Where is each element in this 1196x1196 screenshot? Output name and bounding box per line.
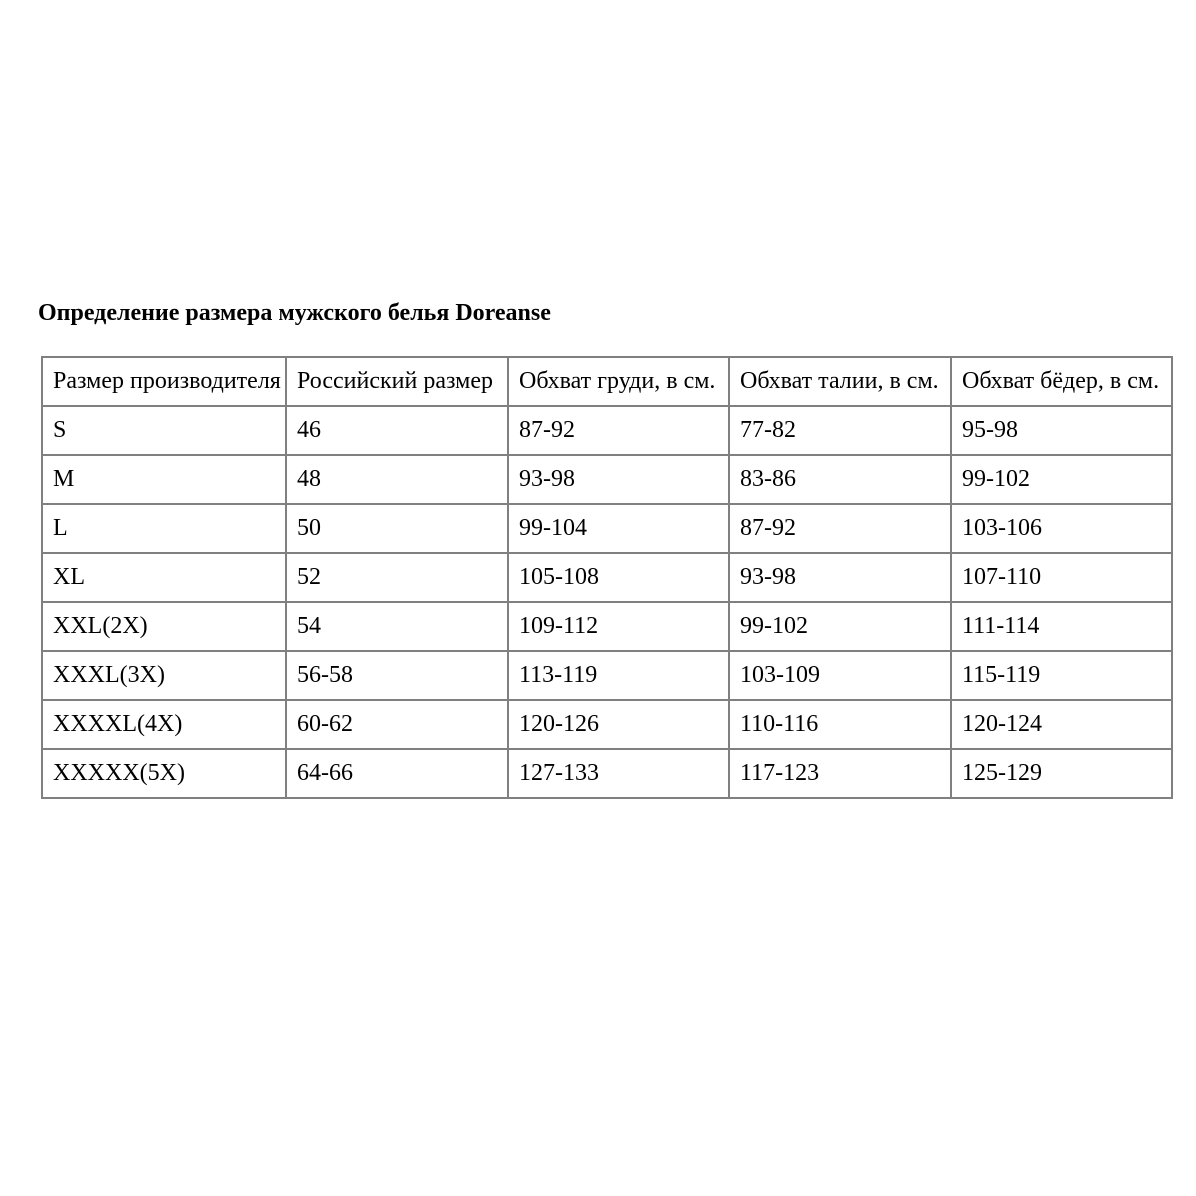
- table-row: M 48 93-98 83-86 99-102: [41, 454, 1173, 505]
- table-cell: 50: [285, 503, 509, 554]
- table-cell: 77-82: [728, 405, 952, 456]
- table-cell: 127-133: [507, 748, 730, 799]
- table-cell: 54: [285, 601, 509, 652]
- table-cell: S: [41, 405, 287, 456]
- size-table-body: S 46 87-92 77-82 95-98 M 48 93-98 83-86 99-102 L 50…: [41, 405, 1173, 799]
- table-cell: 83-86: [728, 454, 952, 505]
- column-header-russian-size: Российский размер: [285, 356, 509, 407]
- table-cell: 52: [285, 552, 509, 603]
- table-cell: XXXXX(5X): [41, 748, 287, 799]
- table-cell: 48: [285, 454, 509, 505]
- table-cell: 56-58: [285, 650, 509, 701]
- table-cell: L: [41, 503, 287, 554]
- table-cell: M: [41, 454, 287, 505]
- table-row: XXXL(3X) 56-58 113-119 103-109 115-119: [41, 650, 1173, 701]
- table-cell: 117-123: [728, 748, 952, 799]
- table-cell: 120-126: [507, 699, 730, 750]
- column-header-manufacturer-size: Размер производителя: [41, 356, 287, 407]
- table-cell: 99-104: [507, 503, 730, 554]
- column-header-chest: Обхват груди, в см.: [507, 356, 730, 407]
- column-header-hips: Обхват бёдер, в см.: [950, 356, 1173, 407]
- table-cell: XL: [41, 552, 287, 603]
- table-cell: XXXXL(4X): [41, 699, 287, 750]
- table-cell: 99-102: [728, 601, 952, 652]
- table-cell: 95-98: [950, 405, 1173, 456]
- page-title: Определение размера мужского белья Dorea…: [38, 300, 551, 326]
- table-cell: 113-119: [507, 650, 730, 701]
- table-cell: 125-129: [950, 748, 1173, 799]
- table-cell: 87-92: [507, 405, 730, 456]
- table-cell: 99-102: [950, 454, 1173, 505]
- column-header-waist: Обхват талии, в см.: [728, 356, 952, 407]
- size-table: Размер производителя Российский размер О…: [41, 356, 1173, 799]
- table-cell: XXXL(3X): [41, 650, 287, 701]
- table-cell: 93-98: [507, 454, 730, 505]
- table-row: XXXXL(4X) 60-62 120-126 110-116 120-124: [41, 699, 1173, 750]
- table-cell: 115-119: [950, 650, 1173, 701]
- table-row: L 50 99-104 87-92 103-106: [41, 503, 1173, 554]
- table-cell: XXL(2X): [41, 601, 287, 652]
- table-cell: 110-116: [728, 699, 952, 750]
- table-row: XXXXX(5X) 64-66 127-133 117-123 125-129: [41, 748, 1173, 799]
- table-cell: 105-108: [507, 552, 730, 603]
- table-cell: 107-110: [950, 552, 1173, 603]
- table-row: XXL(2X) 54 109-112 99-102 111-114: [41, 601, 1173, 652]
- table-cell: 103-109: [728, 650, 952, 701]
- table-row: S 46 87-92 77-82 95-98: [41, 405, 1173, 456]
- size-table-head: Размер производителя Российский размер О…: [41, 356, 1173, 407]
- table-cell: 87-92: [728, 503, 952, 554]
- table-cell: 46: [285, 405, 509, 456]
- table-cell: 64-66: [285, 748, 509, 799]
- table-row: XL 52 105-108 93-98 107-110: [41, 552, 1173, 603]
- table-cell: 60-62: [285, 699, 509, 750]
- table-cell: 109-112: [507, 601, 730, 652]
- table-cell: 120-124: [950, 699, 1173, 750]
- table-cell: 111-114: [950, 601, 1173, 652]
- table-cell: 103-106: [950, 503, 1173, 554]
- table-cell: 93-98: [728, 552, 952, 603]
- header-row: Размер производителя Российский размер О…: [41, 356, 1173, 407]
